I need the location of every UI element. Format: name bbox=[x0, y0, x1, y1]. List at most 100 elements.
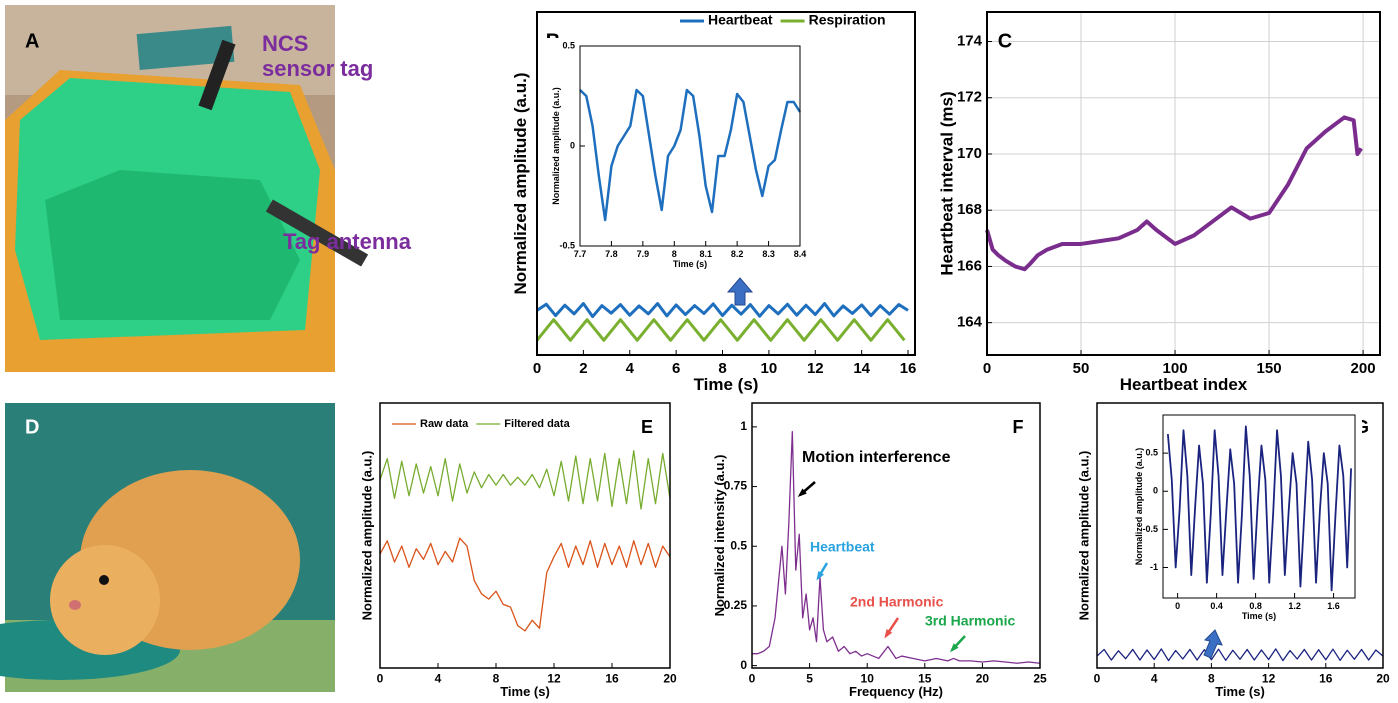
y-tick-label: 168 bbox=[957, 201, 982, 218]
y-tick-label: -1 bbox=[1150, 562, 1158, 572]
y-axis-label: Normalized amplitude (a.u.) bbox=[1134, 448, 1144, 566]
plot-frame bbox=[751, 402, 1041, 669]
chart-panel: 0 2 4 6 8 10 12 14 16 Time (s) Normalized amplitud… bbox=[511, 11, 917, 394]
x-axis-label: Frequency (Hz) bbox=[849, 684, 943, 699]
x-tick-label: 10 bbox=[861, 672, 875, 686]
plot-frame bbox=[379, 402, 671, 669]
data-line bbox=[379, 450, 671, 510]
y-tick-label: 164 bbox=[957, 314, 983, 331]
chart-panel: 0 4 8 12 16 20 Time (s) Normalized amplitude (a… bbox=[360, 402, 677, 699]
y-tick-label: 174 bbox=[957, 32, 983, 49]
x-tick-label: 100 bbox=[1163, 360, 1188, 377]
x-tick-label: 1.6 bbox=[1327, 601, 1340, 611]
x-tick-label: 7.7 bbox=[574, 249, 587, 259]
x-tick-label: 8.3 bbox=[762, 249, 775, 259]
legend-item: Heartbeat bbox=[708, 12, 773, 28]
y-tick-label: 0.5 bbox=[562, 40, 575, 50]
data-line bbox=[379, 537, 671, 632]
x-tick-label: 4 bbox=[626, 360, 635, 377]
y-tick-label: -0.5 bbox=[559, 240, 575, 250]
x-tick-label: 8 bbox=[493, 672, 500, 686]
y-tick-label: 0.25 bbox=[724, 598, 748, 612]
plot-frame bbox=[1096, 402, 1384, 669]
y-axis-label: Normalized intensity (a.u.) bbox=[712, 455, 727, 617]
annotation: 2nd Harmonic bbox=[850, 594, 944, 610]
x-tick-label: 8.1 bbox=[699, 249, 712, 259]
y-tick-label: 172 bbox=[957, 89, 982, 106]
legend-item: Filtered data bbox=[504, 418, 570, 430]
inset-background bbox=[545, 38, 809, 278]
x-tick-label: 12 bbox=[1262, 672, 1276, 686]
x-tick-label: 5 bbox=[806, 672, 813, 686]
y-tick-label: -0.5 bbox=[1142, 524, 1158, 534]
x-tick-label: 0.4 bbox=[1210, 601, 1223, 611]
chart-panel: 7.7 7.8 7.9 8 8.1 8.2 8.3 8.4 -0.5 0 0.5 Time (s) No… bbox=[545, 38, 809, 278]
x-tick-label: 12 bbox=[807, 360, 824, 377]
x-axis-label: Heartbeat index bbox=[1120, 375, 1248, 394]
annotation: Heartbeat bbox=[810, 539, 875, 555]
y-axis-label: Normalized amplitude (a.u.) bbox=[551, 87, 561, 205]
x-tick-label: 8.4 bbox=[794, 249, 807, 259]
data-line bbox=[536, 302, 909, 319]
x-tick-label: 2 bbox=[579, 360, 587, 377]
annotation-arrowhead bbox=[797, 488, 807, 497]
x-tick-label: 15 bbox=[918, 672, 932, 686]
x-axis-label: Time (s) bbox=[1215, 684, 1265, 699]
y-tick-label: 0 bbox=[740, 658, 747, 672]
photo-d: D bbox=[0, 403, 335, 692]
x-tick-label: 50 bbox=[1073, 360, 1090, 377]
x-tick-label: 16 bbox=[900, 360, 917, 377]
inset-arrow bbox=[1203, 629, 1223, 659]
x-axis-label: Time (s) bbox=[673, 259, 707, 269]
data-line bbox=[1166, 425, 1352, 592]
x-tick-label: 20 bbox=[976, 672, 990, 686]
y-axis-label: Normalized amplitude (a.u.) bbox=[511, 73, 530, 295]
plot-frame bbox=[536, 11, 916, 356]
x-tick-label: 16 bbox=[1319, 672, 1333, 686]
data-line bbox=[535, 318, 906, 342]
inset-arrow bbox=[726, 277, 754, 306]
y-tick-label: 166 bbox=[957, 257, 982, 274]
x-tick-label: 150 bbox=[1257, 360, 1282, 377]
x-axis-label: Time (s) bbox=[500, 684, 550, 699]
y-tick-label: 0 bbox=[1153, 486, 1158, 496]
y-tick-label: 1 bbox=[740, 419, 747, 433]
photo-a: A NCS sensor tag Tag antenna bbox=[5, 5, 412, 372]
x-tick-label: 12 bbox=[547, 672, 561, 686]
chart-panel: 0 5 10 15 20 25 0 0.25 0.5 0.75 1 Frequency (Hz) Nor… bbox=[712, 402, 1047, 699]
plot-frame bbox=[1162, 414, 1356, 599]
x-tick-label: 14 bbox=[853, 360, 870, 377]
data-line bbox=[985, 115, 1363, 272]
x-tick-label: 4 bbox=[435, 672, 442, 686]
photo-annotation: NCS bbox=[262, 31, 308, 56]
annotation-arrowhead bbox=[949, 643, 959, 653]
x-tick-label: 200 bbox=[1351, 360, 1376, 377]
x-tick-label: 0 bbox=[533, 360, 541, 377]
x-tick-label: 4 bbox=[1151, 672, 1158, 686]
x-tick-label: 8.2 bbox=[731, 249, 744, 259]
panel-label: D bbox=[25, 416, 39, 438]
x-tick-label: 7.9 bbox=[637, 249, 650, 259]
x-axis-label: Time (s) bbox=[1242, 611, 1276, 621]
data-line bbox=[1096, 648, 1384, 662]
legend-item: Respiration bbox=[809, 12, 886, 28]
x-tick-label: 16 bbox=[605, 672, 619, 686]
data-line bbox=[752, 431, 1041, 664]
y-axis-label: Normalized amplitude (a.u.) bbox=[1077, 451, 1092, 621]
x-tick-label: 0 bbox=[377, 672, 384, 686]
x-tick-label: 20 bbox=[663, 672, 677, 686]
y-tick-label: 0.5 bbox=[1145, 448, 1158, 458]
panel-label: E bbox=[641, 417, 653, 437]
y-tick-label: 0.75 bbox=[724, 479, 748, 493]
y-tick-label: 0 bbox=[570, 140, 575, 150]
legend-item: Raw data bbox=[420, 418, 469, 430]
x-tick-label: 10 bbox=[761, 360, 778, 377]
x-tick-label: 25 bbox=[1033, 672, 1047, 686]
x-tick-label: 8 bbox=[718, 360, 726, 377]
plot-frame bbox=[579, 45, 801, 247]
chart-panel: 0 4 8 12 16 20 Time (s) Normalized amplitude (a… bbox=[1077, 402, 1390, 699]
y-axis-label: Heartbeat interval (ms) bbox=[937, 91, 956, 275]
x-tick-label: 8 bbox=[1208, 672, 1215, 686]
